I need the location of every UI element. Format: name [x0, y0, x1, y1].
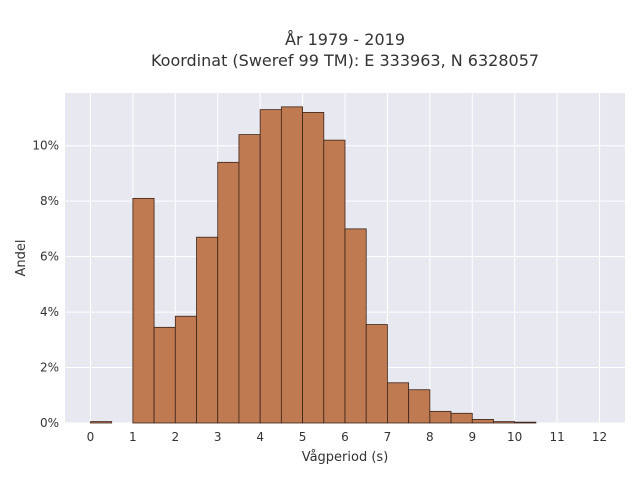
- histogram-bar: [387, 382, 410, 424]
- histogram-bar: [174, 315, 197, 424]
- histogram-bar: [323, 139, 346, 424]
- histogram-bar: [259, 109, 282, 424]
- y-axis-ticks: 0% 2% 4% 6% 8% 10%: [32, 139, 59, 430]
- y-tick-label: 0%: [40, 416, 59, 430]
- x-tick-label: 11: [549, 430, 564, 444]
- y-tick-label: 6%: [40, 250, 59, 264]
- x-tick-label: 9: [468, 430, 476, 444]
- y-tick-label: 8%: [40, 194, 59, 208]
- histogram-bar: [90, 421, 113, 424]
- x-axis-ticks: 0 1 2 3 4 5 6 7 8 9 10 11 12: [87, 430, 608, 444]
- y-axis-label: Andel: [14, 240, 29, 277]
- histogram-bar: [280, 106, 303, 424]
- x-axis-label: Vågperiod (s): [302, 450, 389, 465]
- x-tick-label: 0: [87, 430, 95, 444]
- x-tick-label: 1: [129, 430, 137, 444]
- x-tick-label: 12: [592, 430, 607, 444]
- histogram-bar: [408, 389, 431, 424]
- histogram-bar: [302, 112, 325, 424]
- histogram-bar: [132, 197, 155, 424]
- histogram-bar: [196, 236, 219, 424]
- histogram-bar: [450, 412, 473, 424]
- y-tick-label: 2%: [40, 361, 59, 375]
- x-tick-label: 6: [341, 430, 349, 444]
- x-tick-label: 10: [507, 430, 522, 444]
- histogram-bar: [238, 134, 261, 424]
- histogram-bar: [514, 421, 537, 424]
- y-tick-label: 10%: [32, 139, 59, 153]
- bars: [90, 106, 537, 424]
- x-tick-label: 3: [214, 430, 222, 444]
- histogram-bar: [429, 410, 452, 424]
- x-tick-label: 4: [256, 430, 264, 444]
- histogram-bar: [344, 228, 367, 424]
- x-tick-label: 7: [384, 430, 392, 444]
- histogram-bar: [365, 324, 388, 424]
- x-tick-label: 8: [426, 430, 434, 444]
- x-tick-label: 2: [171, 430, 179, 444]
- chart-title: År 1979 - 2019: [285, 30, 405, 49]
- histogram-bar: [493, 421, 516, 424]
- chart-subtitle: Koordinat (Sweref 99 TM): E 333963, N 63…: [151, 51, 539, 70]
- histogram-bar: [471, 418, 494, 424]
- histogram-bar: [217, 161, 240, 424]
- y-tick-label: 4%: [40, 305, 59, 319]
- x-tick-label: 5: [299, 430, 307, 444]
- histogram-bar: [153, 326, 176, 424]
